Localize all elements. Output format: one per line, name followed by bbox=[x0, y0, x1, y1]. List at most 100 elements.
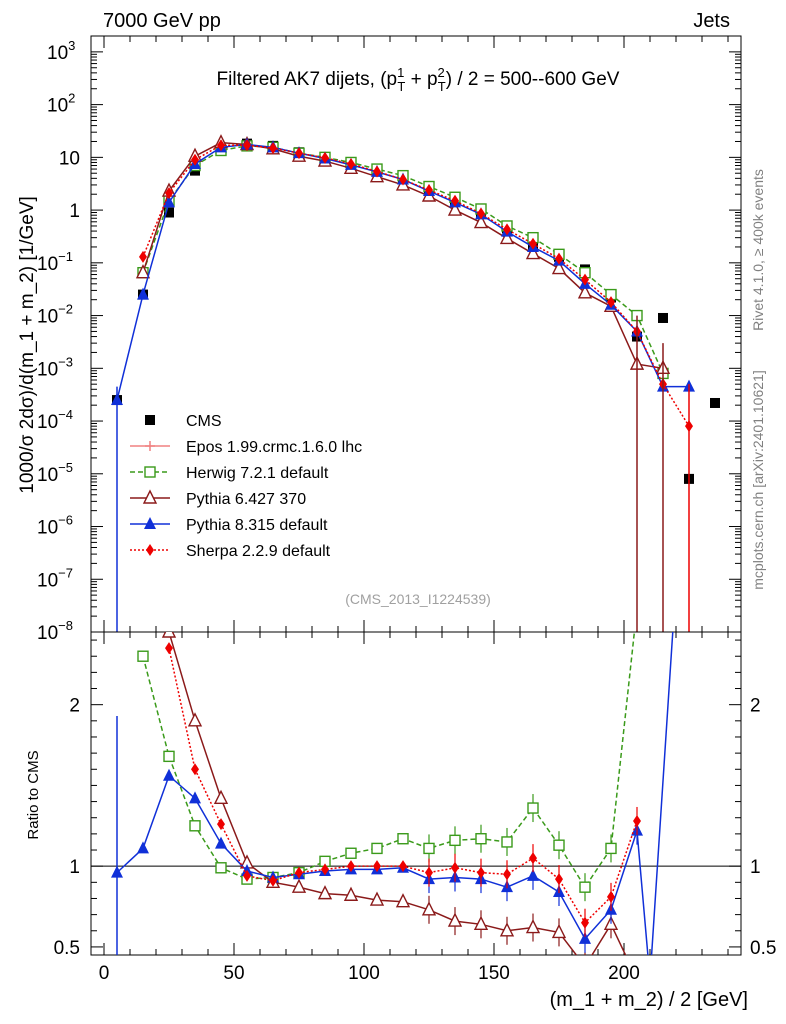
sherpa-point bbox=[451, 194, 459, 207]
ratio-y-tick-label-right: 0.5 bbox=[750, 938, 776, 959]
y-tick-label: 1 bbox=[69, 201, 80, 222]
ratio-y-tick-label: 2 bbox=[69, 696, 80, 717]
x-tick-label: 0 bbox=[99, 963, 110, 984]
sherpa-point bbox=[529, 237, 537, 250]
pythia6-ratio-line bbox=[168, 632, 627, 955]
main-axes: 10310210110−110−210−310−410−510−610−710−… bbox=[37, 36, 741, 644]
pythia6-ratio-point bbox=[473, 915, 489, 931]
legend-label: Pythia 6.427 370 bbox=[186, 491, 306, 508]
pythia8-ratio-point bbox=[137, 841, 149, 854]
sherpa-ratio-point bbox=[451, 861, 459, 874]
mcplots-side-label: mcplots.cern.ch [arXiv:2401.10621] bbox=[750, 370, 766, 589]
sherpa-ratio-point bbox=[347, 860, 355, 873]
ratio-y-tick-label-right: 2 bbox=[750, 696, 761, 717]
sherpa-point bbox=[607, 296, 615, 309]
herwig-ratio-point bbox=[553, 839, 565, 851]
pythia6-ratio-point bbox=[447, 912, 463, 927]
pythia6-point bbox=[577, 284, 593, 299]
pythia8-ratio-point bbox=[163, 768, 175, 781]
legend-label: CMS bbox=[186, 413, 222, 430]
pythia8-point bbox=[163, 195, 175, 208]
sherpa-point bbox=[295, 147, 303, 160]
pythia6-ratio-point bbox=[525, 918, 541, 934]
analysis-id: (CMS_2013_I1224539) bbox=[345, 591, 491, 607]
pythia8-point bbox=[137, 287, 149, 300]
legend-label: Pythia 8.315 default bbox=[186, 517, 328, 534]
sherpa-ratio-point bbox=[243, 869, 251, 882]
herwig-ratio-point bbox=[449, 834, 461, 847]
ratio-y-tick-label-right: 1 bbox=[750, 857, 761, 878]
legend-item-epos: Epos 1.99.crmc.1.6.0 lhc bbox=[130, 439, 362, 456]
herwig-ratio-point bbox=[137, 650, 149, 662]
herwig-ratio-point bbox=[475, 833, 487, 845]
sherpa-ratio-point bbox=[295, 866, 303, 879]
pythia6-ratio-point bbox=[291, 878, 307, 893]
sherpa-ratio-point bbox=[373, 860, 381, 873]
process-label: Jets bbox=[693, 10, 730, 32]
pythia6-ratio-point bbox=[161, 632, 177, 638]
pythia6-ratio-point bbox=[213, 789, 229, 805]
herwig-ratio-point bbox=[371, 842, 383, 855]
pythia6-ratio-point bbox=[395, 893, 411, 908]
herwig-ratio-point bbox=[397, 833, 409, 845]
y-tick-label: 103 bbox=[47, 38, 75, 64]
ratio-y-tick-label: 0.5 bbox=[54, 938, 80, 959]
herwig-ratio-point bbox=[423, 842, 435, 855]
sherpa-ratio-line bbox=[168, 647, 638, 924]
sherpa-ratio-point bbox=[321, 863, 329, 876]
x-tick-label: 50 bbox=[223, 963, 244, 984]
legend: CMS Epos 1.99.crmc.1.6.0 lhc Herwig 7.2.1 … bbox=[130, 413, 362, 560]
herwig-ratio-point bbox=[527, 802, 539, 814]
pythia8-ratio-point bbox=[527, 868, 539, 881]
legend-marker bbox=[145, 415, 155, 425]
sherpa-point bbox=[191, 153, 199, 166]
sherpa-point bbox=[269, 142, 277, 155]
legend-item-sherpa: Sherpa 2.2.9 default bbox=[130, 543, 331, 560]
herwig-ratio-point bbox=[215, 862, 227, 874]
sherpa-point bbox=[373, 165, 381, 178]
sherpa-line bbox=[142, 144, 690, 427]
sherpa-ratio-point bbox=[399, 860, 407, 873]
rivet-side-label: Rivet 4.1.0, ≥ 400k events bbox=[750, 169, 766, 331]
y-tick-label: 10−2 bbox=[37, 302, 73, 328]
herwig-ratio-point bbox=[579, 881, 591, 893]
cms-point bbox=[710, 397, 720, 408]
pythia6-ratio-point bbox=[187, 712, 203, 727]
sherpa-ratio-point bbox=[633, 814, 641, 827]
sherpa-point bbox=[139, 250, 147, 263]
sherpa-ratio-point bbox=[477, 866, 485, 879]
sherpa-point bbox=[321, 151, 329, 164]
pythia6-ratio-point bbox=[499, 922, 515, 937]
herwig-ratio-point bbox=[501, 836, 513, 848]
legend-marker bbox=[146, 544, 154, 556]
legend-marker bbox=[144, 517, 156, 529]
pythia6-ratio-point bbox=[421, 901, 437, 916]
x-tick-label: 150 bbox=[478, 963, 510, 984]
ratio-y-tick-label: 1 bbox=[69, 857, 80, 878]
pythia6-point bbox=[447, 201, 463, 216]
herwig-ratio-point bbox=[189, 820, 201, 832]
legend-label: Epos 1.99.crmc.1.6.0 lhc bbox=[186, 439, 362, 456]
sherpa-point bbox=[243, 139, 251, 152]
legend-label: Herwig 7.2.1 default bbox=[186, 465, 329, 482]
sherpa-ratio-point bbox=[217, 818, 225, 831]
y-tick-label: 10−3 bbox=[37, 354, 73, 380]
main-plot-area bbox=[111, 134, 720, 632]
main-y-label: 1000/σ 2dσ)/d(m_1 + m_2) [1/GeV] bbox=[17, 196, 38, 494]
legend-item-pythia6: Pythia 6.427 370 bbox=[130, 489, 306, 508]
sherpa-point bbox=[581, 273, 589, 286]
pythia6-point bbox=[473, 214, 489, 229]
pythia6-ratio-point bbox=[551, 923, 567, 939]
sherpa-ratio-point bbox=[529, 852, 537, 865]
energy-label: 7000 GeV pp bbox=[103, 10, 221, 32]
pythia8-ratio-point bbox=[215, 836, 227, 849]
sherpa-point bbox=[555, 252, 563, 265]
pythia6-ratio-point bbox=[579, 959, 591, 971]
legend-item-herwig: Herwig 7.2.1 default bbox=[130, 465, 329, 482]
pythia8-ratio-point bbox=[579, 931, 591, 944]
sherpa-point bbox=[425, 184, 433, 197]
legend-item-pythia8: Pythia 8.315 default bbox=[130, 517, 328, 534]
sherpa-point bbox=[165, 187, 173, 200]
pythia6-ratio-point bbox=[343, 886, 359, 901]
